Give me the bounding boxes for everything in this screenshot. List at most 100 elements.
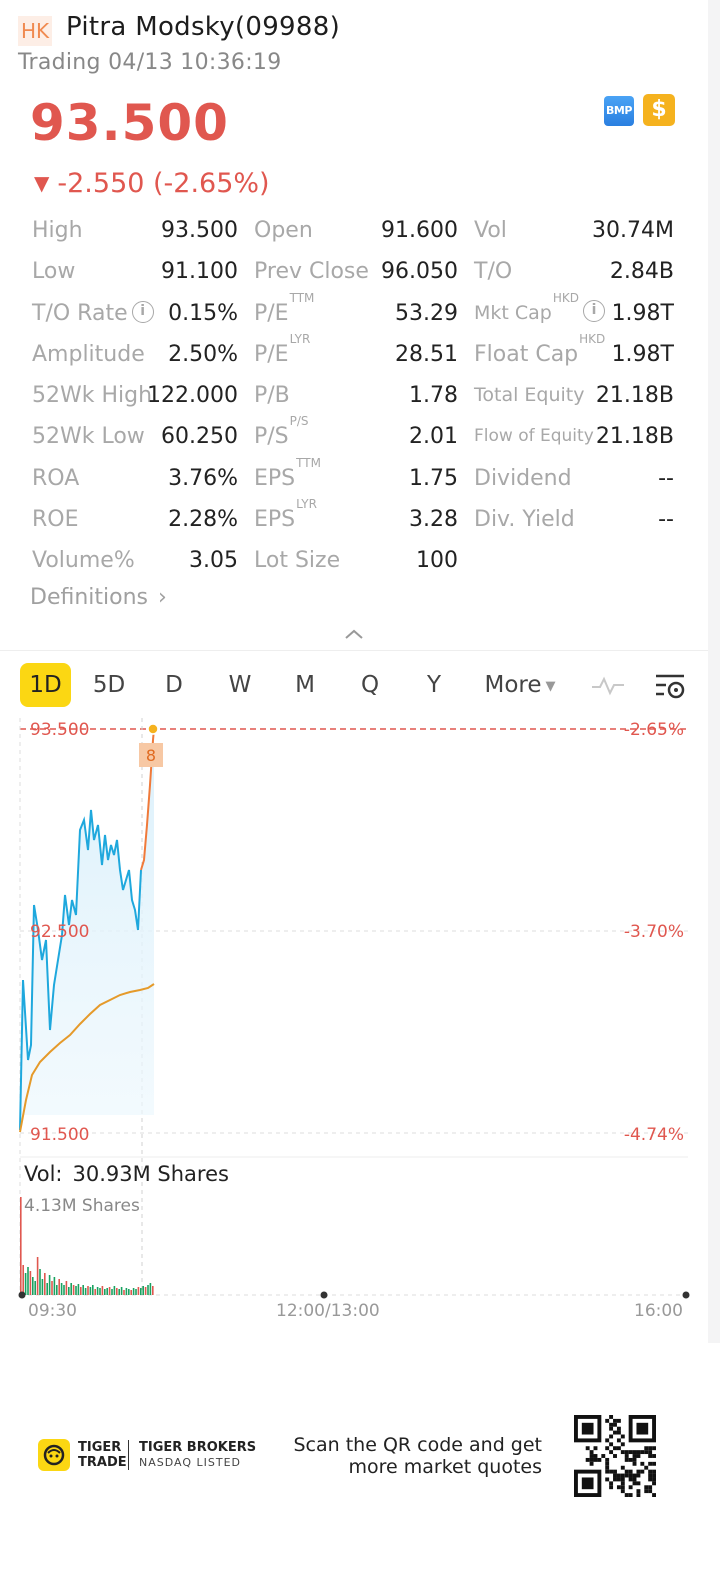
stat-cell: ROE 2.28% — [32, 499, 238, 540]
volume-bar — [92, 1285, 94, 1295]
stat-label: Total Equity — [474, 375, 585, 416]
volume-bar — [41, 1279, 44, 1295]
stats-row: 52Wk High 122.000 P/B 1.78 Total Equity 21.18… — [32, 375, 676, 416]
volume-bar — [82, 1285, 84, 1295]
volume-bar — [106, 1288, 108, 1295]
stat-label-text: Mkt Cap — [474, 301, 552, 324]
stat-label: T/O Rate i — [32, 293, 154, 334]
stat-label: Flow of Equity — [474, 416, 594, 457]
dollar-badge-icon[interactable]: $ — [643, 94, 675, 126]
stat-label-text: Flow of Equity — [474, 426, 594, 447]
tab-d[interactable]: D — [165, 672, 183, 698]
stats-row: Amplitude 2.50% P/ELYR 28.51 Float CapHKD 1.9… — [32, 331, 676, 375]
stat-label: P/ETTM — [254, 291, 314, 334]
trading-status: Trading 04/13 10:36:19 — [18, 50, 282, 75]
stat-label-text: EPS — [254, 465, 296, 491]
volume-bar — [51, 1281, 53, 1295]
brand-right1: TIGER BROKERS — [139, 1440, 257, 1455]
stat-cell: Lot Size 100 — [254, 540, 458, 581]
stat-label: Prev Close — [254, 251, 369, 292]
volume-bar — [142, 1286, 144, 1295]
last-price-dot — [147, 723, 159, 735]
stat-value: 30.74M — [592, 218, 674, 243]
volume-bar — [72, 1285, 75, 1295]
bmp-badge-icon[interactable]: BMP — [604, 96, 634, 126]
chart-settings-icon[interactable] — [652, 671, 688, 701]
stat-label-text: Dividend — [474, 465, 572, 491]
quote-card: HK Pitra Modsky(09988) Trading 04/13 10:… — [0, 0, 708, 1343]
stat-label: Lot Size — [254, 540, 340, 581]
stat-label-text: EPS — [254, 507, 296, 533]
volume-bar — [39, 1269, 41, 1295]
stat-label: Mkt CapHKD i — [474, 291, 605, 334]
time-label-start: 09:30 — [28, 1301, 77, 1321]
stat-cell: Prev Close 96.050 — [254, 251, 458, 292]
brand-line2: TRADE — [78, 1455, 127, 1470]
price-change: ▼ -2.550 (-2.65%) — [34, 168, 270, 199]
tab-5d[interactable]: 5D — [92, 672, 126, 698]
volume-bar — [104, 1289, 106, 1295]
stats-row: ROE 2.28% EPSLYR 3.28 Div. Yield -- — [32, 497, 676, 540]
stat-label-text: T/O Rate — [32, 300, 128, 326]
pct-label-high: -2.65% — [624, 720, 684, 740]
volume-bar — [99, 1288, 101, 1295]
stat-cell: Amplitude 2.50% — [32, 334, 238, 375]
time-dot-mid — [320, 1291, 328, 1299]
volume-bar — [120, 1287, 123, 1295]
volume-bar — [113, 1286, 116, 1295]
price-label-high: 93.500 — [30, 720, 89, 740]
stat-label-text: Volume% — [32, 548, 135, 574]
indicator-icon[interactable] — [590, 671, 626, 699]
tab-m[interactable]: M — [295, 672, 315, 698]
stat-value: 3.76% — [168, 465, 238, 491]
stats-row: T/O Rate i 0.15% P/ETTM 53.29 Mkt CapHKDi 1.98… — [32, 291, 676, 334]
tab-more-label: More — [484, 672, 542, 698]
brand-right2: NASDAQ LISTED — [139, 1456, 241, 1469]
intraday-chart[interactable]: 8 93.500 92.500 91.500 -2.65% -3.70% -4.… — [0, 712, 708, 1332]
tab-more[interactable]: More ▼ — [480, 663, 560, 707]
scan-line2: more market quotes — [348, 1456, 543, 1478]
stat-label-text: P/S — [254, 424, 289, 450]
stat-cell: Total Equity 21.18B — [474, 375, 674, 416]
tab-1d[interactable]: 1D — [20, 663, 71, 707]
stat-value: 3.05 — [189, 548, 238, 574]
stat-value: 21.18B — [595, 383, 674, 409]
definitions-label: Definitions — [30, 585, 148, 610]
stat-label-sup: LYR — [289, 331, 311, 346]
stat-cell: Vol 30.74M — [474, 210, 674, 251]
tab-y[interactable]: Y — [426, 672, 442, 698]
chevron-up-icon[interactable] — [342, 626, 366, 642]
stat-label-text: Div. Yield — [474, 507, 575, 533]
volume-bars — [20, 1197, 154, 1295]
stat-label: EPSLYR — [254, 497, 317, 540]
stat-label-text: ROE — [32, 507, 79, 533]
event-marker[interactable] — [139, 743, 163, 767]
stat-value: 91.100 — [161, 259, 238, 285]
volume-bar — [96, 1287, 99, 1295]
tab-q[interactable]: Q — [360, 672, 380, 698]
volume-bar — [22, 1265, 24, 1295]
volume-bar — [29, 1271, 32, 1295]
volume-bar — [108, 1287, 111, 1295]
price-change-value: -2.550 (-2.65%) — [57, 168, 270, 199]
stat-label-sup: HKD — [579, 331, 606, 346]
stat-value: 60.250 — [161, 424, 238, 450]
volume-bar — [132, 1288, 135, 1295]
qr-code-icon[interactable] — [574, 1415, 656, 1497]
time-label-end: 16:00 — [634, 1301, 683, 1321]
stock-header: HK Pitra Modsky(09988) Trading 04/13 10:… — [18, 10, 698, 80]
volume-bar — [80, 1287, 82, 1295]
info-icon[interactable]: i — [131, 300, 154, 323]
stat-label-text: 52Wk Low — [32, 424, 145, 450]
stat-cell: P/B 1.78 — [254, 375, 458, 416]
stat-cell: EPSTTM 1.75 — [254, 456, 458, 499]
footer: TIGER TRADE TIGER BROKERS NASDAQ LISTED … — [0, 1343, 720, 1595]
info-icon[interactable]: i — [583, 300, 605, 323]
definitions-link[interactable]: Definitions › — [30, 585, 167, 610]
stat-value: 91.600 — [381, 218, 458, 243]
stat-label-text: Open — [254, 218, 313, 243]
tab-w[interactable]: W — [228, 672, 252, 698]
stat-label-sup: P/S — [289, 414, 309, 429]
stats-row: High 93.500 Open 91.600 Vol 30.74M — [32, 210, 676, 251]
stat-label: 52Wk Low — [32, 416, 145, 457]
